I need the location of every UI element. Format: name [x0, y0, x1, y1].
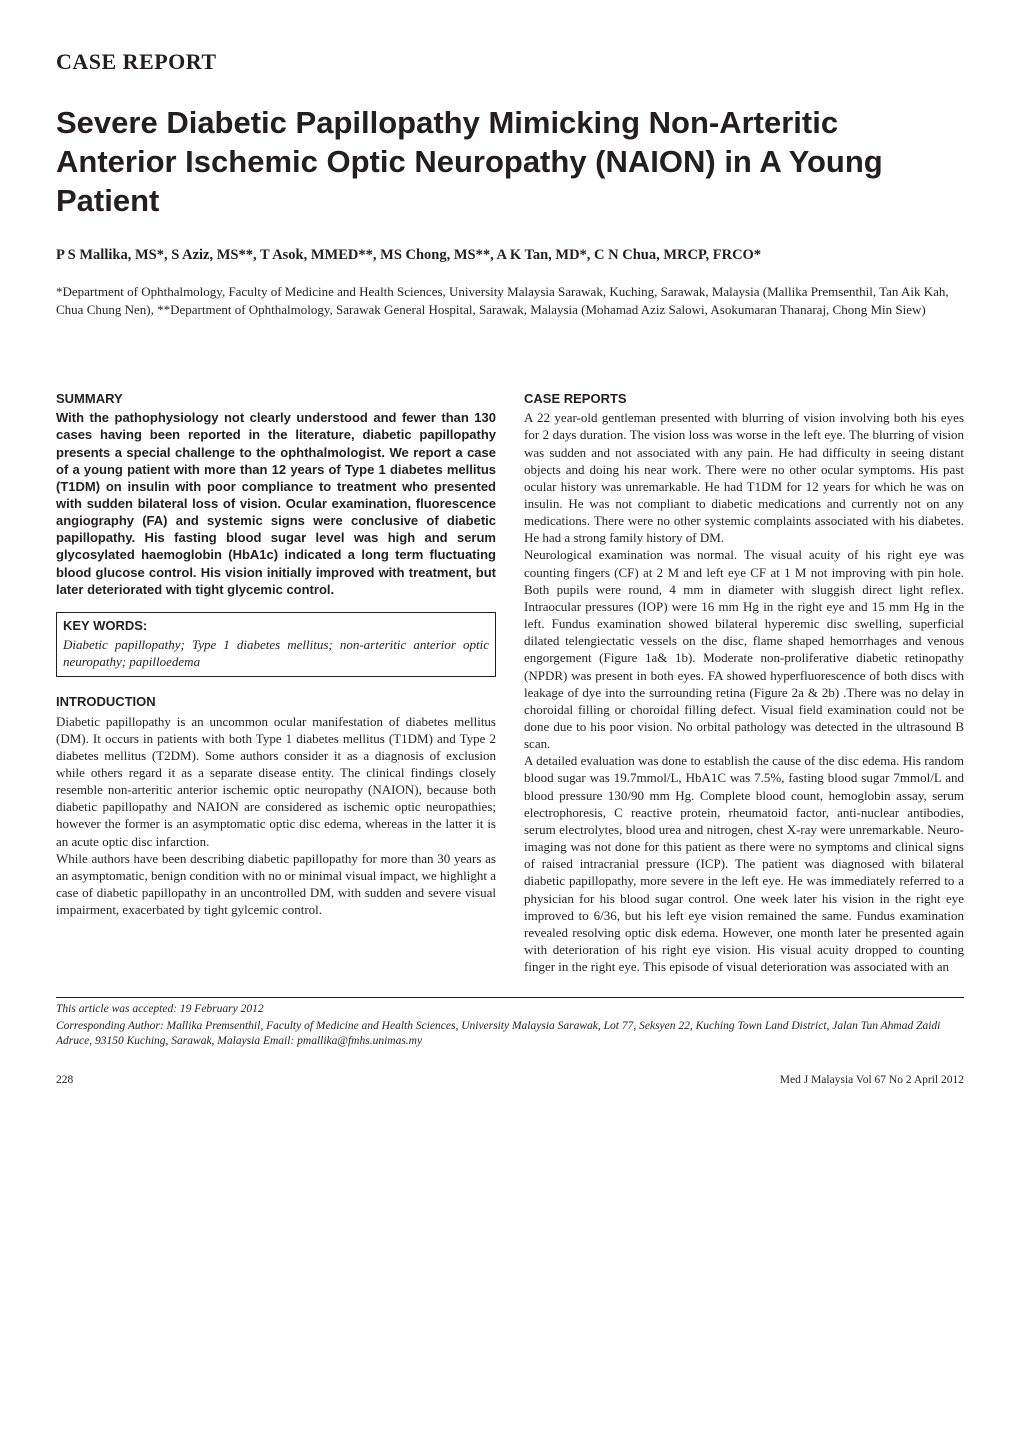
introduction-p2: While authors have been describing diabe…: [56, 850, 496, 919]
summary-block: SUMMARY With the pathophysiology not cle…: [56, 390, 496, 598]
page-footer: 228 Med J Malaysia Vol 67 No 2 April 201…: [56, 1073, 964, 1088]
corresponding-author: Corresponding Author: Mallika Premsenthi…: [56, 1019, 964, 1049]
case-reports-block: CASE REPORTS A 22 year-old gentleman pre…: [524, 390, 964, 975]
introduction-block: INTRODUCTION Diabetic papillopathy is an…: [56, 693, 496, 918]
introduction-p1: Diabetic papillopathy is an uncommon ocu…: [56, 713, 496, 850]
case-reports-p2: Neurological examination was normal. The…: [524, 546, 964, 752]
case-reports-heading: CASE REPORTS: [524, 390, 964, 407]
keywords-text: Diabetic papillopathy; Type 1 diabetes m…: [63, 636, 489, 670]
keywords-label: KEY WORDS:: [63, 617, 489, 634]
case-reports-p3: A detailed evaluation was done to establ…: [524, 752, 964, 975]
article-title: Severe Diabetic Papillopathy Mimicking N…: [56, 104, 964, 220]
keywords-box: KEY WORDS: Diabetic papillopathy; Type 1…: [56, 612, 496, 677]
body-columns: SUMMARY With the pathophysiology not cle…: [56, 390, 964, 975]
journal-info: Med J Malaysia Vol 67 No 2 April 2012: [780, 1073, 964, 1088]
footnotes: This article was accepted: 19 February 2…: [56, 997, 964, 1049]
summary-heading: SUMMARY: [56, 390, 496, 407]
affiliations: *Department of Ophthalmology, Faculty of…: [56, 283, 964, 318]
case-reports-p1: A 22 year-old gentleman presented with b…: [524, 409, 964, 546]
page-number: 228: [56, 1073, 73, 1088]
introduction-heading: INTRODUCTION: [56, 693, 496, 710]
summary-body: With the pathophysiology not clearly und…: [56, 409, 496, 598]
section-label: CASE REPORT: [56, 48, 964, 76]
author-line: P S Mallika, MS*, S Aziz, MS**, T Asok, …: [56, 246, 964, 265]
accepted-line: This article was accepted: 19 February 2…: [56, 1002, 964, 1017]
